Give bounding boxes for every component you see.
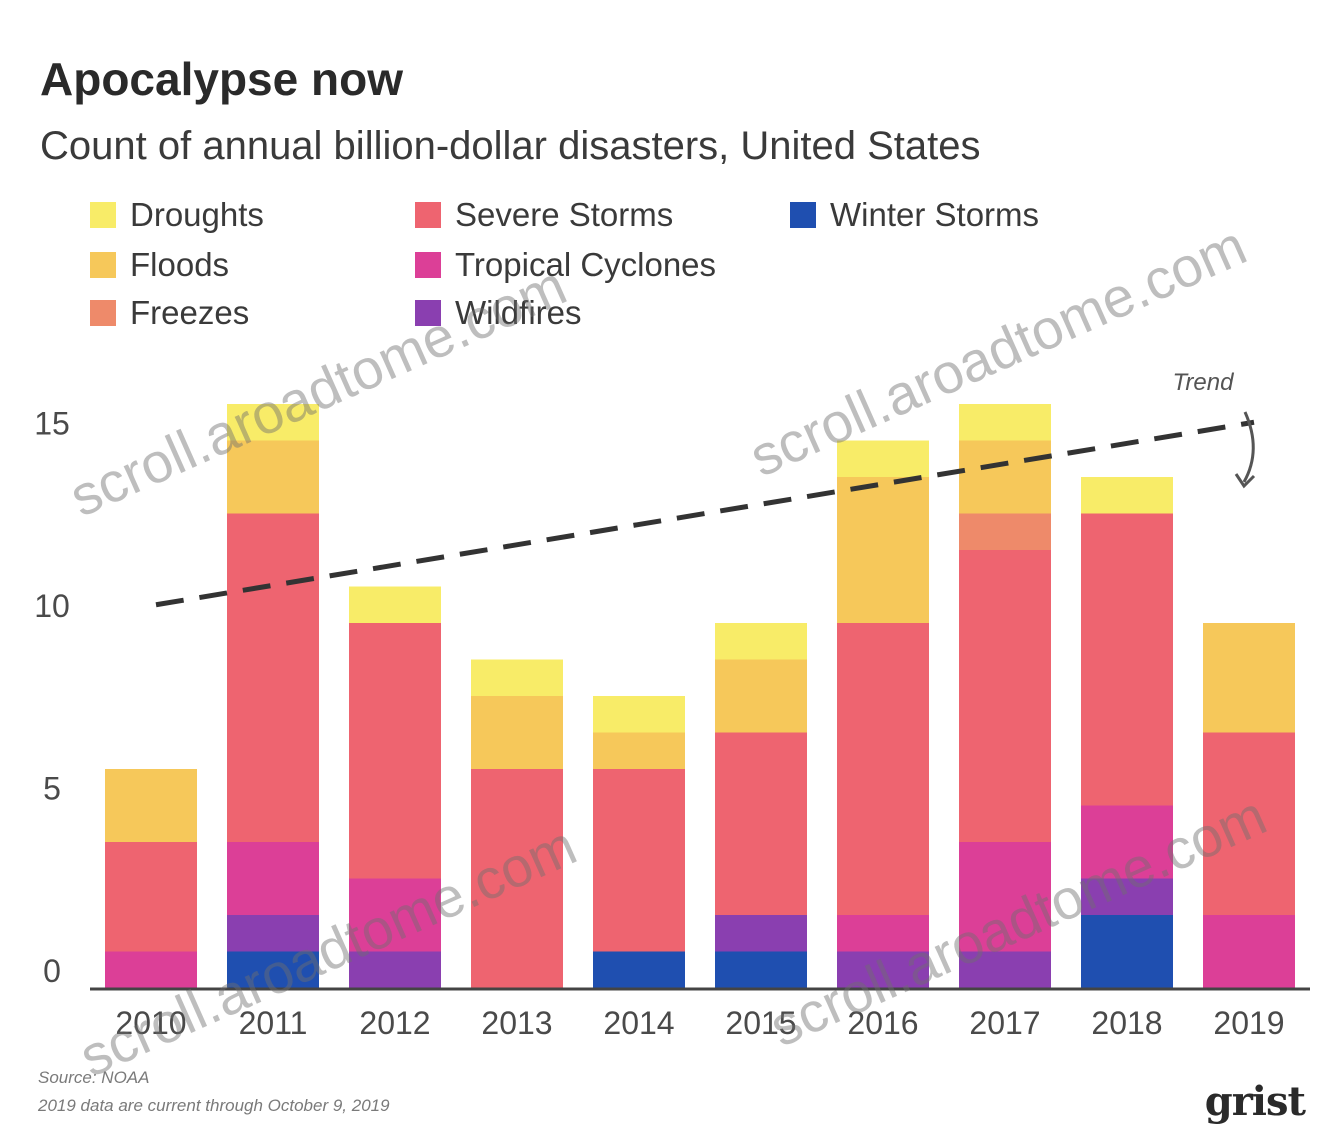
bar-segment [227,951,319,988]
bar-segment [349,951,441,988]
bar-segment [227,842,319,915]
legend-item: Droughts [90,196,264,234]
bar-segment [715,951,807,988]
bar-segment [715,915,807,952]
x-tick-label: 2015 [725,1005,796,1041]
legend-label: Winter Storms [830,196,1040,233]
bar-segment [837,951,929,988]
bar-segment [1081,805,1173,879]
footer-note: 2019 data are current through October 9,… [38,1096,390,1115]
x-tick-label: 2018 [1091,1005,1162,1041]
footer-source: Source: NOAA [38,1068,150,1087]
trend-annotation-arrow [1242,411,1255,483]
bar-segment [715,623,807,660]
legend-swatch [790,202,816,228]
bar-segment [349,586,441,623]
x-tick-label: 2010 [115,1005,186,1041]
bar-segment [227,440,319,514]
bar-segment [471,769,563,988]
bar-segment [1203,915,1295,988]
bar-segment [837,623,929,915]
legend-item: Severe Storms [415,196,673,234]
legend-item: Freezes [90,294,249,332]
trend-label: Trend [1173,369,1235,396]
bar-segment [1081,477,1173,514]
legend-swatch [90,252,116,278]
legend-item: Floods [90,246,229,284]
trend-annotation-arrowhead [1234,473,1256,489]
bar-segment [1081,915,1173,988]
bar-segment [959,513,1051,550]
bar-segment [837,915,929,952]
bar-segment [959,550,1051,842]
y-tick-label: 5 [43,771,61,807]
trend-line [155,419,1255,608]
bar-segment [105,842,197,952]
bar-segment [1081,513,1173,806]
legend-item: Tropical Cyclones [415,246,716,284]
bar-segment [1203,623,1295,733]
legend-swatch [415,202,441,228]
bar-segment [349,878,441,952]
bar-segment [593,951,685,988]
legend-label: Severe Storms [455,196,674,233]
x-tick-label: 2017 [969,1005,1040,1041]
grist-logo: grist [1204,1078,1306,1125]
bar-segment [715,732,807,915]
x-tick-label: 2012 [359,1005,430,1041]
bar-segment [471,659,563,696]
bar-segment [105,769,197,842]
bar-segment [959,842,1051,952]
bar-segment [837,440,929,477]
legend-label: Floods [130,246,230,283]
bar-segment [227,513,319,842]
chart-subtitle: Count of annual billion-dollar disasters… [40,124,981,168]
legend-label: Wildfires [455,294,582,331]
x-tick-label: 2013 [481,1005,552,1041]
bar-segment [715,659,807,733]
x-tick-label: 2011 [239,1005,308,1041]
bar-segment [349,623,441,879]
bar-segment [227,915,319,952]
bar-segment [105,951,197,988]
x-tick-label: 2016 [847,1005,918,1041]
bar-segment [593,732,685,769]
bar-segment [837,477,929,623]
bar-segment [1203,732,1295,915]
legend-label: Tropical Cyclones [455,246,717,283]
bar-segment [959,440,1051,514]
bar-segment [593,769,685,952]
x-tick-label: 2014 [603,1005,674,1041]
bar-segment [593,696,685,733]
legend-item: Winter Storms [790,196,1039,234]
bar-segment [227,404,319,441]
legend-item: Wildfires [415,294,582,332]
bar-segment [1081,878,1173,915]
y-tick-label: 15 [34,406,70,442]
legend-swatch [90,202,116,228]
bar-segment [959,951,1051,988]
legend-swatch [415,252,441,278]
y-tick-label: 0 [43,953,61,989]
legend-label: Droughts [130,196,264,233]
chart-title: Apocalypse now [40,53,403,105]
legend: Droughts Floods Freezes Severe Storms Tropic… [90,196,1190,346]
legend-swatch [415,300,441,326]
legend-label: Freezes [130,294,250,331]
legend-swatch [90,300,116,326]
x-tick-label: 2019 [1213,1005,1284,1041]
y-tick-label: 10 [34,588,70,624]
bar-segment [959,404,1051,441]
bar-segment [471,696,563,769]
